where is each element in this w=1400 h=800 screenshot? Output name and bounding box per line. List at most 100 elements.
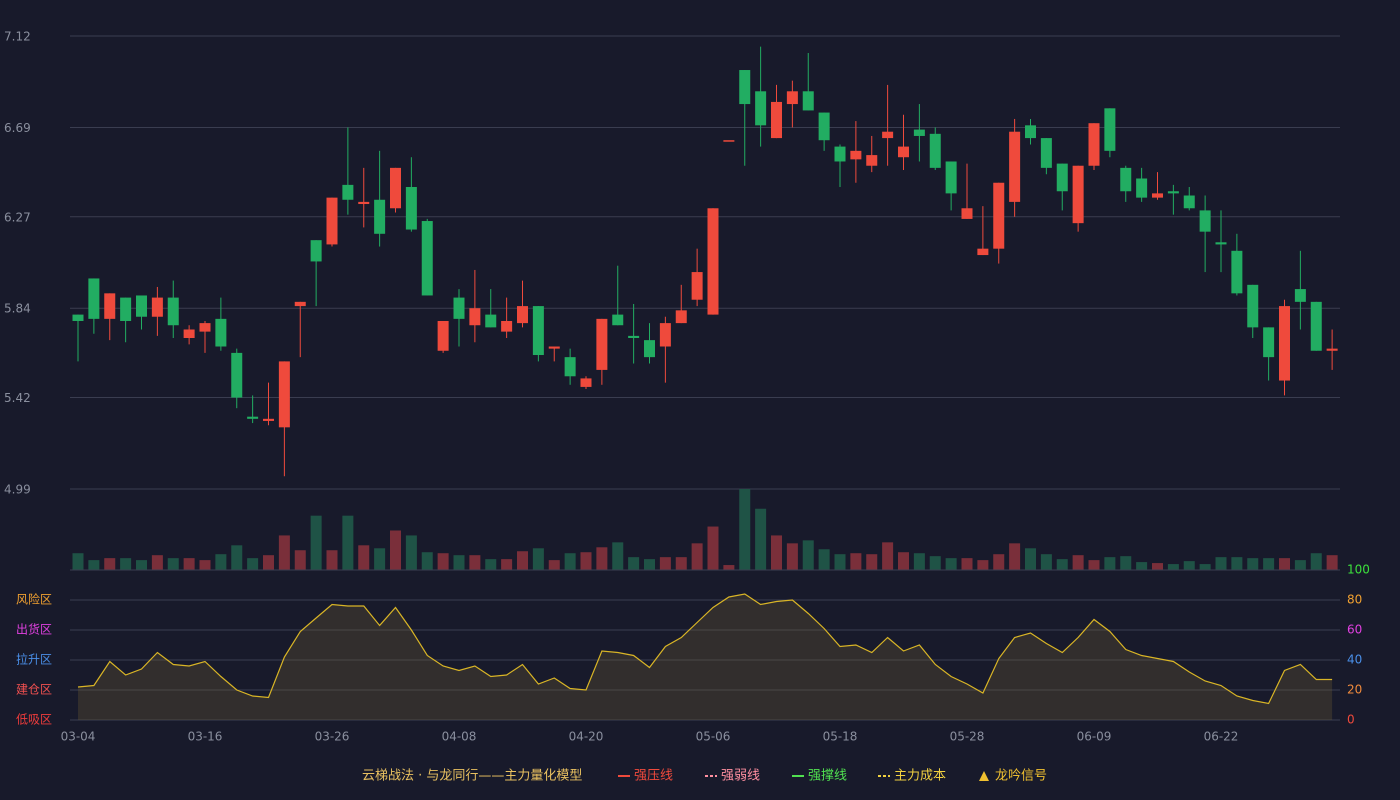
volume-bar: [659, 557, 671, 570]
candle-body: [72, 314, 84, 321]
volume-bar: [1088, 560, 1100, 570]
candle-body: [739, 70, 751, 105]
candle-body: [1247, 284, 1259, 328]
volume-bar: [231, 545, 243, 570]
volume-bar: [342, 515, 354, 570]
volume-bar: [1326, 555, 1338, 570]
y-tick-label: 4.99: [4, 483, 31, 497]
volume-bar: [120, 558, 132, 570]
candle-body: [501, 320, 513, 332]
candle-body: [1263, 327, 1275, 358]
candle-body: [405, 187, 417, 230]
candle-body: [1183, 195, 1195, 209]
volume-bar: [1009, 543, 1021, 570]
candle-body: [310, 240, 322, 262]
osc-tick-label: 40: [1347, 653, 1362, 667]
candle-body: [1136, 178, 1148, 198]
volume-bar: [834, 554, 846, 570]
zone-label: 建仓区: [16, 683, 52, 697]
candle-body: [612, 314, 624, 326]
candle-body: [644, 340, 655, 358]
volume-bar: [517, 551, 528, 570]
volume-bar: [104, 558, 116, 570]
x-tick-label: 03-26: [315, 730, 350, 744]
candle-body: [834, 146, 846, 162]
volume-bar: [1183, 561, 1195, 570]
volume-bar: [548, 560, 560, 570]
volume-bar: [421, 552, 433, 570]
volume-bar: [1056, 559, 1068, 570]
volume-bar: [612, 542, 624, 570]
candle-body: [104, 293, 116, 319]
volume-bar: [469, 555, 481, 570]
osc-area: [78, 594, 1333, 720]
candle-body: [247, 416, 259, 419]
volume-bar: [310, 515, 322, 570]
zone-label: 低吸区: [16, 713, 52, 727]
candle-body: [136, 295, 147, 317]
candle-body: [755, 91, 767, 126]
candle-body: [675, 310, 687, 324]
x-tick-label: 04-20: [569, 730, 604, 744]
volume-bar: [866, 554, 878, 570]
volume-bar: [1025, 548, 1036, 570]
volume-bar: [199, 560, 211, 570]
candle-body: [199, 323, 211, 332]
candle-body: [374, 199, 386, 234]
candle-body: [1072, 165, 1084, 224]
volume-bar: [1120, 556, 1132, 570]
osc-line: [77, 593, 1333, 705]
volume-bar: [1231, 557, 1243, 570]
candle-body: [786, 91, 798, 105]
candle-body: [564, 357, 576, 377]
x-tick-label: 05-18: [823, 730, 858, 744]
candle-body: [278, 361, 290, 428]
candle-body: [1167, 191, 1179, 194]
candle-body: [151, 297, 163, 317]
volume-bar: [850, 553, 862, 570]
y-tick-label: 7.12: [4, 30, 31, 44]
candle-body: [898, 146, 909, 158]
volume-bar: [786, 543, 798, 570]
candle-body: [707, 208, 719, 315]
candle-body: [437, 320, 449, 351]
volume-bar: [278, 535, 290, 570]
volume-bar: [1279, 558, 1290, 570]
candle-body: [961, 208, 973, 219]
x-tick-label: 03-04: [61, 730, 96, 744]
candle-body: [326, 197, 338, 245]
volume-bar: [1104, 557, 1116, 570]
volume-bar: [1310, 553, 1322, 570]
y-tick-label: 5.84: [4, 302, 31, 316]
volume-bar: [453, 555, 465, 570]
candle-body: [1279, 306, 1290, 381]
candle-body: [1294, 289, 1306, 302]
volume-bar: [1136, 562, 1148, 570]
osc-tick-label: 80: [1347, 593, 1362, 607]
legend-label: 强压线: [634, 769, 673, 784]
volume-bar: [1152, 563, 1163, 570]
legend-title: 云梯战法 · 与龙同行——主力量化模型: [362, 769, 582, 784]
x-tick-label: 04-08: [442, 730, 477, 744]
candle-body: [818, 112, 830, 141]
candle-body: [1326, 348, 1338, 351]
candle-body: [1231, 250, 1243, 294]
volume-bar: [675, 557, 687, 570]
volume-bar: [532, 548, 544, 570]
candle-body: [294, 301, 306, 307]
candle-body: [231, 352, 243, 398]
volume-bar: [1247, 558, 1259, 570]
volume-bar: [771, 535, 782, 570]
volume-bar: [136, 560, 147, 570]
candle-body: [421, 221, 433, 296]
candle-body: [1056, 163, 1068, 192]
y-tick-label: 5.42: [4, 391, 31, 405]
legend-label: 强撑线: [808, 769, 847, 784]
volume-bar: [755, 508, 767, 570]
volume-bar: [437, 553, 449, 570]
volume-bar: [993, 554, 1005, 570]
candle-body: [945, 161, 957, 194]
volume-bar: [723, 565, 735, 570]
candle-body: [882, 131, 894, 139]
